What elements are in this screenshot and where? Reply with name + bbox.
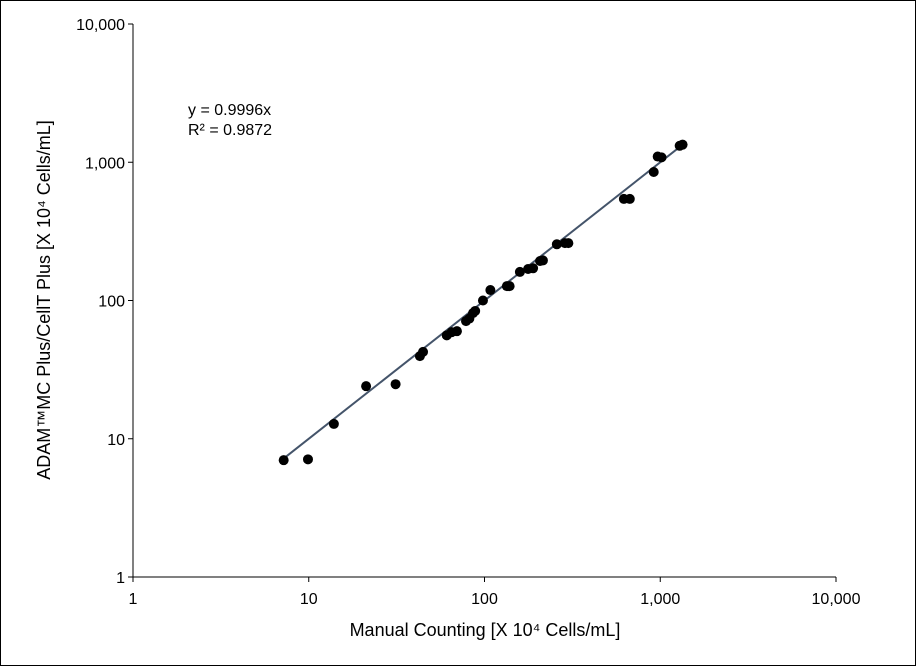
data-point xyxy=(504,281,515,292)
data-point xyxy=(648,167,659,178)
x-tick-label: 1 xyxy=(129,591,138,608)
data-point xyxy=(477,295,488,306)
data-point xyxy=(278,455,289,466)
data-point xyxy=(656,152,667,163)
x-axis-label: Manual Counting [X 10⁴ Cells/mL] xyxy=(350,620,621,640)
x-tick-label: 100 xyxy=(471,591,498,608)
data-point xyxy=(361,381,372,392)
y-tick-label: 100 xyxy=(98,294,125,311)
y-tick-label: 10 xyxy=(107,432,125,449)
data-point xyxy=(302,454,313,465)
data-point xyxy=(451,326,462,337)
x-tick-label: 1,000 xyxy=(640,591,680,608)
y-tick-label: 1,000 xyxy=(85,155,125,172)
data-point xyxy=(485,285,496,296)
data-point xyxy=(551,239,562,250)
data-point xyxy=(514,266,525,277)
y-tick-label: 1 xyxy=(116,570,125,587)
trendline-r2: R² = 0.9872 xyxy=(188,122,272,139)
y-axis-label: ADAM™MC Plus/CellT Plus [X 10⁴ Cells/mL] xyxy=(34,120,54,480)
data-point xyxy=(528,263,539,274)
data-point xyxy=(470,305,481,316)
data-point xyxy=(537,255,548,266)
y-tick-label: 10,000 xyxy=(76,17,125,34)
data-point xyxy=(677,139,688,150)
data-point xyxy=(390,379,401,390)
data-point xyxy=(624,193,635,204)
data-point xyxy=(328,418,339,429)
data-point xyxy=(418,346,429,357)
x-tick-label: 10,000 xyxy=(812,591,861,608)
data-point xyxy=(563,238,574,249)
x-tick-label: 10 xyxy=(300,591,318,608)
trendline-equation: y = 0.9996x xyxy=(188,102,271,119)
